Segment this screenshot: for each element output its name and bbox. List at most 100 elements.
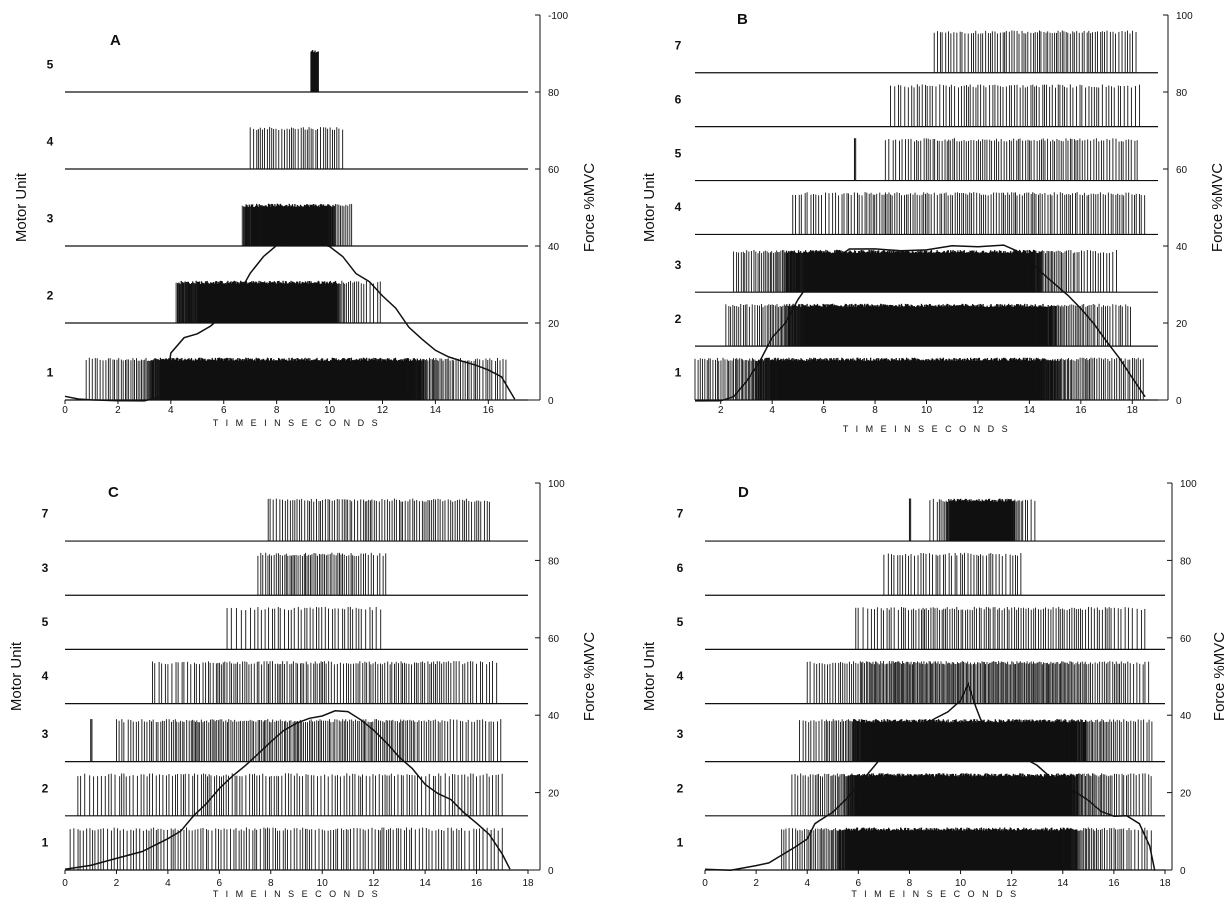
x-tick-label: 6 — [221, 405, 227, 416]
motor-unit-label: 5 — [47, 58, 54, 72]
motor-unit-5-row: 5 — [677, 606, 1165, 651]
motor-unit-1-row: 1 — [675, 357, 1158, 401]
x-tick-label: 8 — [907, 878, 913, 889]
x-tick-label: 16 — [1075, 405, 1087, 416]
motor-unit-label: 3 — [47, 212, 54, 226]
motor-unit-label: 4 — [42, 669, 49, 683]
panel-label: A — [110, 32, 121, 49]
y-axis-label-right: Force %MVC — [1209, 163, 1226, 252]
right-tick-label: 40 — [1176, 242, 1188, 253]
right-tick-label: 40 — [1180, 711, 1192, 722]
right-tick-label: 100 — [1176, 11, 1193, 22]
motor-unit-2-row: 2 — [675, 303, 1158, 347]
motor-unit-label: 1 — [675, 366, 682, 380]
motor-unit-label: 7 — [677, 507, 684, 521]
x-tick-label: 2 — [718, 405, 724, 416]
x-tick-label: 12 — [377, 405, 389, 416]
motor-unit-7-row: 7 — [677, 498, 1165, 542]
chart-panel-c: C Motor Unit Force %MVC 0 20 40 60 80 100 0 2 4 6 8 10… — [8, 479, 598, 899]
x-tick-label: 8 — [274, 405, 280, 416]
x-tick-label: 12 — [972, 405, 984, 416]
motor-unit-7-row: 7 — [675, 30, 1158, 74]
motor-unit-3-row: 3 — [675, 249, 1158, 293]
motor-unit-5-row: 5 — [47, 50, 528, 93]
x-tick-label: 18 — [522, 878, 534, 889]
x-tick-label: 14 — [1057, 878, 1069, 889]
motor-unit-label: 3 — [42, 561, 49, 575]
motor-unit-5-row: 5 — [42, 606, 528, 651]
motor-unit-label: 6 — [677, 561, 684, 575]
x-tick-label: 6 — [821, 405, 827, 416]
panel-label: C — [108, 484, 119, 501]
motor-unit-4-row: 4 — [47, 126, 528, 170]
force-trace — [64, 241, 516, 402]
x-tick-label: 4 — [769, 405, 775, 416]
right-tick-label: 100 — [1180, 479, 1197, 490]
x-tick-label: 12 — [368, 878, 380, 889]
panel-label: D — [738, 484, 749, 501]
motor-unit-label: 3 — [675, 258, 682, 272]
x-axis-label: T I M E I N S E C O N D S — [843, 424, 1010, 434]
y-axis-label-left: Motor Unit — [13, 172, 30, 242]
right-tick-label: 20 — [548, 789, 560, 800]
x-tick-label: 2 — [115, 405, 121, 416]
x-tick-label: 0 — [62, 878, 68, 889]
x-tick-label: 8 — [268, 878, 274, 889]
x-tick-label: 0 — [702, 878, 708, 889]
x-tick-label: 2 — [114, 878, 120, 889]
motor-unit-label: 6 — [675, 92, 682, 106]
x-tick-label: 12 — [1006, 878, 1018, 889]
right-tick-label: 60 — [548, 634, 560, 645]
x-tick-label: 16 — [1108, 878, 1120, 889]
y-axis-label-right: Force %MVC — [1211, 632, 1228, 721]
chart-panel-a: A Motor Unit Force %MVC 0 20 40 60 80 -100 0 2 4 6 8 1… — [13, 11, 598, 428]
right-tick-label: 20 — [1176, 319, 1188, 330]
y-axis-label-left: Motor Unit — [8, 641, 25, 711]
right-tick-label: 80 — [1180, 556, 1192, 567]
motor-unit-6-row: 6 — [675, 84, 1158, 128]
x-tick-label: 6 — [856, 878, 862, 889]
x-tick-label: 2 — [753, 878, 759, 889]
right-tick-label: 20 — [1180, 789, 1192, 800]
motor-unit-label: 4 — [47, 135, 54, 149]
y-axis-label-left: Motor Unit — [641, 641, 658, 711]
right-tick-label: 0 — [548, 866, 554, 877]
x-tick-label: 18 — [1159, 878, 1171, 889]
x-tick-label: 16 — [471, 878, 483, 889]
motor-unit-3-row: 3 — [42, 552, 528, 596]
right-tick-label: 0 — [1180, 866, 1186, 877]
right-tick-label: 80 — [1176, 88, 1188, 99]
x-tick-label: 10 — [921, 405, 933, 416]
x-tick-label: 8 — [872, 405, 878, 416]
right-tick-label: -100 — [548, 11, 568, 22]
right-tick-label: 0 — [1176, 396, 1182, 407]
right-tick-label: 40 — [548, 242, 560, 253]
right-tick-label: 0 — [548, 396, 554, 407]
right-tick-label: 80 — [548, 88, 560, 99]
panel-label: B — [737, 11, 748, 28]
x-tick-label: 10 — [955, 878, 967, 889]
right-tick-label: 60 — [548, 165, 560, 176]
motor-unit-label: 4 — [675, 200, 682, 214]
x-tick-label: 0 — [62, 405, 68, 416]
motor-unit-label: 5 — [42, 615, 49, 629]
motor-unit-label: 5 — [675, 146, 682, 160]
x-tick-label: 14 — [1024, 405, 1036, 416]
y-axis-label-left: Motor Unit — [641, 172, 658, 242]
motor-unit-label: 3 — [42, 727, 49, 741]
motor-unit-label: 2 — [677, 781, 684, 795]
force-trace — [694, 244, 1146, 402]
motor-unit-label: 4 — [677, 669, 684, 683]
x-axis-label: T I M E I N S E C O N D S — [851, 889, 1018, 899]
right-tick-label: 60 — [1176, 165, 1188, 176]
motor-unit-4-row: 4 — [42, 661, 528, 705]
motor-unit-label: 2 — [47, 289, 54, 303]
motor-unit-label: 1 — [42, 836, 49, 850]
motor-unit-2-row: 2 — [47, 280, 528, 324]
x-tick-label: 14 — [420, 878, 432, 889]
x-tick-label: 4 — [165, 878, 171, 889]
x-axis-label: T I M E I N S E C O N D S — [213, 889, 380, 899]
motor-unit-3-row: 3 — [677, 719, 1165, 763]
x-axis-label: T I M E I N S E C O N D S — [213, 418, 380, 428]
